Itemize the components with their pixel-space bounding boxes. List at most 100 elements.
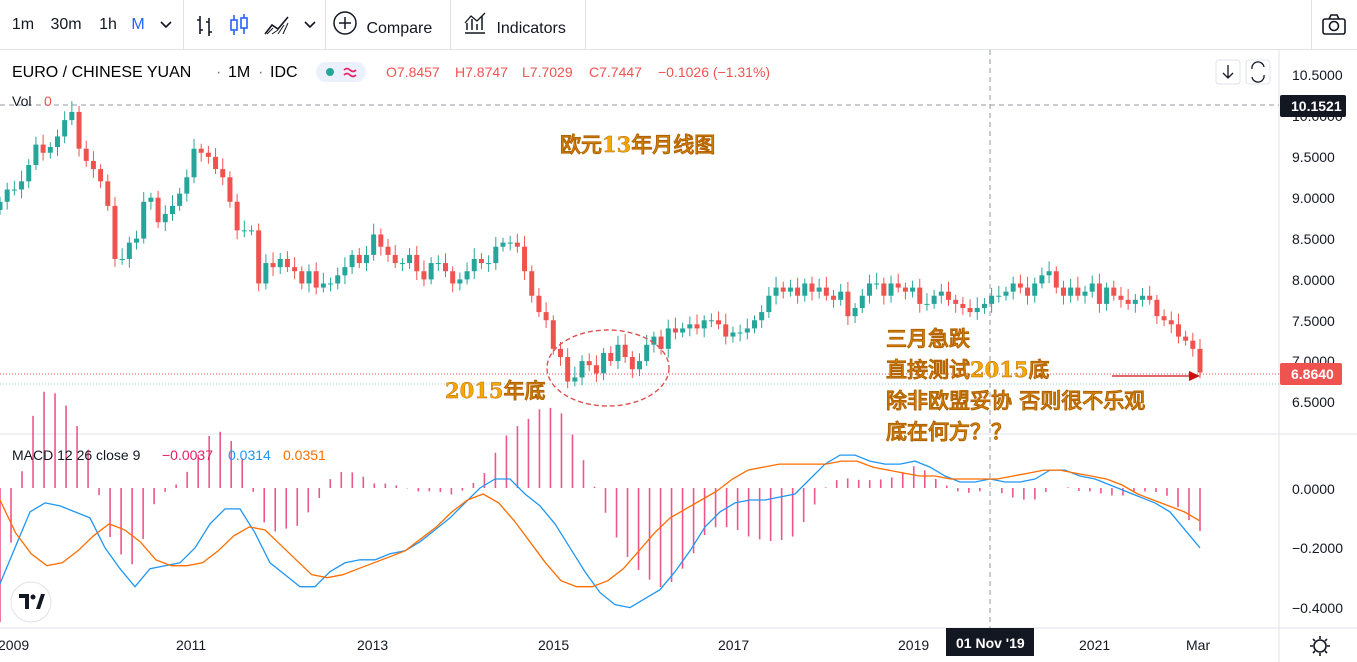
price-tick: 8.0000: [1292, 272, 1335, 288]
candle-body: [910, 287, 916, 292]
toolbar-divider: [585, 0, 586, 50]
candle-body: [967, 307, 973, 313]
candle-body: [1140, 295, 1146, 300]
time-tick: 2011: [176, 637, 206, 653]
candle-body: [1161, 316, 1167, 321]
candle-body: [658, 336, 664, 349]
candle-body: [680, 328, 686, 333]
candle-body: [651, 336, 657, 345]
candle-body: [1096, 283, 1102, 304]
candle-body: [98, 169, 104, 182]
candle-body: [514, 242, 520, 247]
candle-body: [522, 246, 528, 272]
candle-body: [1082, 291, 1088, 296]
candle-body: [1183, 336, 1189, 341]
candle-body: [4, 189, 10, 202]
top-toolbar: 1m 30m 1h M Compare Indicators: [0, 0, 1357, 50]
signal-line: [0, 460, 1201, 588]
interval-dropdown-icon[interactable]: [156, 10, 176, 40]
candle-body: [33, 144, 39, 166]
candle-body: [1039, 275, 1045, 284]
indicators-button[interactable]: Indicators: [462, 10, 580, 40]
price-scale[interactable]: 10.5000 10.0000 9.5000 9.0000 8.5000 8.0…: [1292, 67, 1343, 410]
candle-body: [989, 295, 995, 304]
ohlc-close: C7.7447: [589, 64, 642, 80]
candle-body: [780, 287, 786, 292]
toolbar-divider: [325, 0, 326, 50]
candle-body: [701, 320, 707, 329]
candle-body: [536, 295, 542, 313]
time-tick: 2015: [538, 637, 569, 653]
macd-line-value: 0.0314: [228, 447, 271, 463]
candle-body: [342, 267, 348, 276]
interval-1m-button[interactable]: 1m: [11, 16, 35, 33]
annotation-line-3: 除非欧盟妥协 否则很不乐观: [886, 388, 1145, 413]
candle-body: [493, 246, 499, 264]
volume-label: Vol: [12, 93, 31, 109]
gear-icon[interactable]: [1310, 636, 1330, 656]
legend-separator: ·: [258, 64, 263, 81]
candle-body: [90, 160, 96, 170]
symbol-exchange: IDC: [270, 64, 298, 81]
candle-body: [306, 271, 312, 284]
candle-body: [687, 324, 693, 329]
candle-body: [881, 283, 887, 296]
time-scale[interactable]: 2009 2011 2013 2015 2017 2019 2021 Mar: [0, 637, 1210, 653]
candle-body: [11, 189, 17, 191]
tradingview-logo[interactable]: [10, 581, 52, 623]
candle-body: [378, 234, 384, 247]
candle-body: [284, 258, 290, 268]
candle-body: [1060, 287, 1066, 296]
candle-body: [177, 193, 183, 206]
macd-signal-value: 0.0351: [283, 447, 326, 463]
candle-body: [960, 303, 966, 308]
candle-body: [443, 263, 449, 272]
candle-body: [766, 295, 772, 313]
chart-type-dropdown-icon[interactable]: [300, 10, 320, 40]
candles-chart-icon[interactable]: [226, 10, 252, 40]
candle-body: [1053, 271, 1059, 288]
candle-body: [213, 156, 219, 170]
interval-1h-button[interactable]: 1h: [99, 16, 117, 33]
candle-body: [1147, 295, 1153, 300]
candle-body: [141, 201, 147, 239]
camera-icon[interactable]: [1318, 10, 1350, 40]
candle-body: [119, 258, 125, 260]
compare-button[interactable]: Compare: [332, 10, 444, 40]
candle-body: [184, 177, 190, 194]
data-delay-icon: [343, 67, 357, 78]
ohlc-high: H7.8747: [455, 64, 508, 80]
area-chart-icon[interactable]: [262, 10, 292, 40]
candle-body: [694, 324, 700, 329]
symbol-name[interactable]: EURO / CHINESE YUAN: [12, 64, 191, 81]
interval-30m-button[interactable]: 30m: [50, 16, 82, 33]
candle-body: [1118, 295, 1124, 300]
candle-body: [191, 148, 197, 178]
arrow-down-icon: [1222, 65, 1234, 79]
candle-body: [1075, 287, 1081, 296]
candle-body: [392, 254, 398, 264]
indicators-icon: [462, 10, 488, 47]
candle-body: [0, 201, 3, 210]
candle-body: [1154, 299, 1160, 317]
candle-body: [1068, 287, 1074, 296]
candle-body: [263, 263, 269, 284]
market-status-badge[interactable]: [316, 62, 366, 82]
auto-scale-button[interactable]: [1245, 59, 1271, 85]
candle-body: [83, 148, 89, 161]
candle-body: [134, 238, 140, 243]
candle-body: [572, 377, 578, 382]
candle-body: [1010, 283, 1016, 292]
candle-body: [751, 320, 757, 329]
candle-body: [248, 230, 254, 232]
candle-body: [852, 307, 858, 317]
plus-circle-icon: [332, 10, 358, 47]
interval-m-button[interactable]: M: [131, 16, 145, 33]
candle-body: [169, 205, 175, 215]
macd-label[interactable]: MACD 12 26 close 9: [12, 447, 141, 463]
bar-chart-icon[interactable]: [192, 10, 218, 40]
compare-label: Compare: [366, 19, 433, 37]
candle-body: [874, 283, 880, 285]
chart-area[interactable]: EURO / CHINESE YUAN · 1M · IDC O7.8457 H…: [0, 50, 1357, 662]
candle-body: [845, 291, 851, 317]
